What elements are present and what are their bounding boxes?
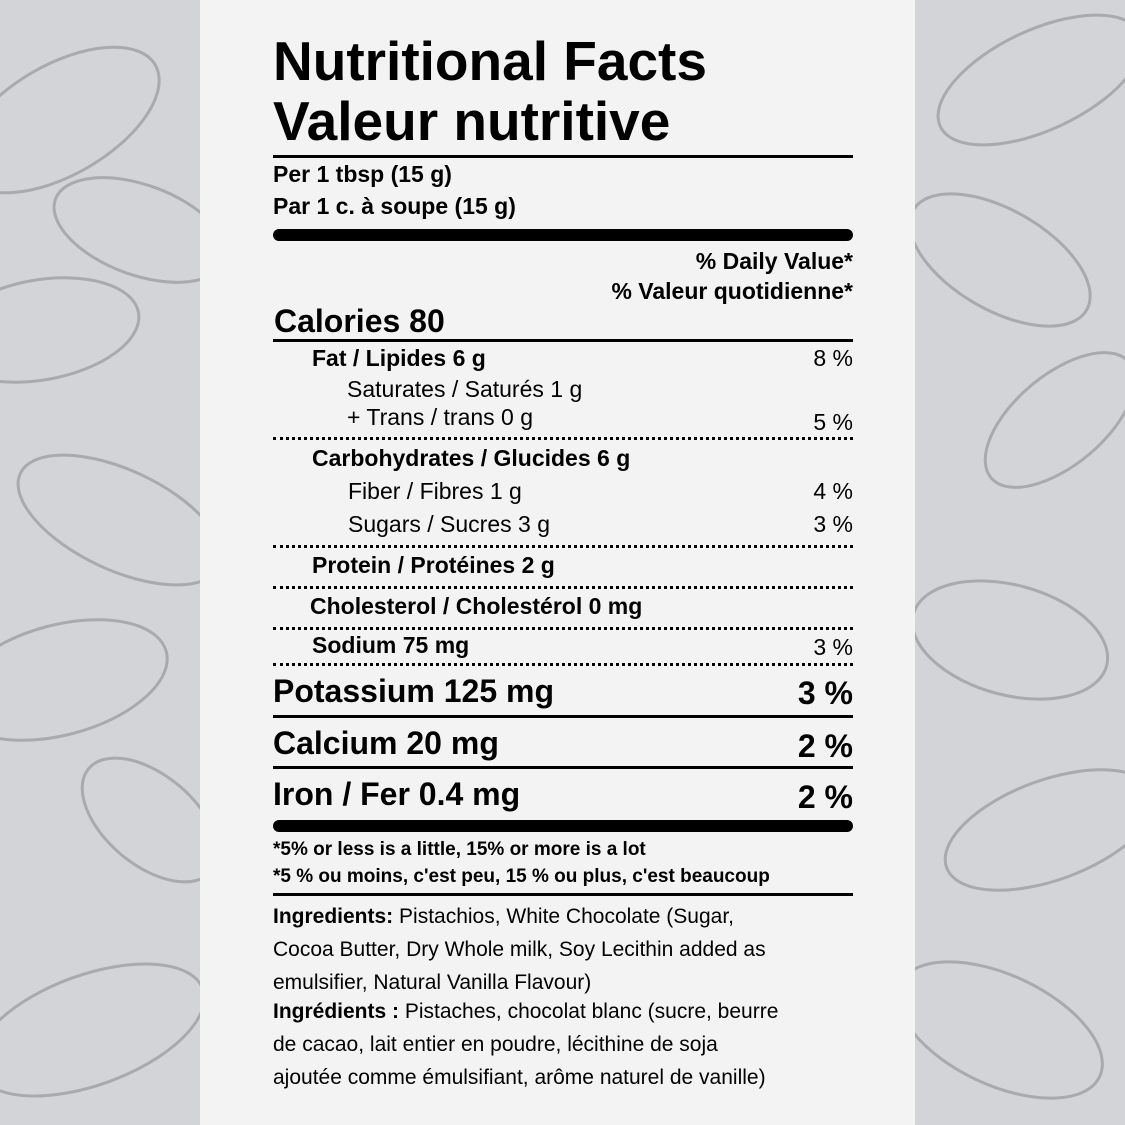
footnote-en: *5% or less is a little, 15% or more is … [273, 839, 646, 860]
thick-divider [273, 229, 853, 241]
title-en: Nutritional Facts [273, 30, 707, 92]
potassium-dv: 3 % [797, 675, 853, 711]
dotted-divider [273, 545, 853, 548]
divider [273, 155, 853, 158]
daily-value-fr: % Valeur quotidienne* [611, 278, 853, 304]
thick-divider [273, 820, 853, 832]
trans-label: + Trans / trans 0 g [347, 404, 534, 430]
title-fr: Valeur nutritive [273, 90, 671, 152]
serving-en: Per 1 tbsp (15 g) [273, 161, 452, 187]
calories: Calories 80 [274, 303, 445, 339]
ingredients-en-label: Ingredients: [273, 905, 394, 928]
sodium-label: Sodium 75 mg [312, 632, 470, 658]
calcium-label: Calcium 20 mg [273, 725, 499, 761]
divider [273, 715, 853, 718]
potassium-label: Potassium 125 mg [273, 673, 554, 709]
divider [273, 893, 853, 896]
divider [273, 766, 853, 769]
footnote-fr: *5 % ou moins, c'est peu, 15 % ou plus, … [273, 866, 770, 887]
fat-label: Fat / Lipides 6 g [312, 345, 486, 371]
iron-label: Iron / Fer 0.4 mg [273, 776, 521, 812]
divider [273, 339, 853, 342]
ingredients-fr-line: Ingrédients : Pistaches, chocolat blanc … [273, 1000, 779, 1023]
dotted-divider [273, 437, 853, 440]
serving-fr: Par 1 c. à soupe (15 g) [273, 193, 516, 219]
nutrition-label-panel [200, 0, 915, 1125]
sugars-dv: 3 % [813, 511, 853, 537]
ingredients-en-line: Cocoa Butter, Dry Whole milk, Soy Lecith… [273, 938, 766, 961]
iron-dv: 2 % [797, 779, 853, 815]
dotted-divider [273, 586, 853, 589]
ingredients-fr-line: ajoutée comme émulsifiant, arôme naturel… [273, 1066, 766, 1089]
calcium-dv: 2 % [797, 728, 853, 764]
carbs-label: Carbohydrates / Glucides 6 g [312, 445, 631, 471]
ingredients-en-line: Ingredients: Pistachios, White Chocolate… [273, 905, 735, 928]
saturates-label: Saturates / Saturés 1 g [347, 376, 583, 402]
fiber-dv: 4 % [813, 478, 853, 504]
ingredients-en-line: emulsifier, Natural Vanilla Flavour) [273, 971, 592, 994]
sat-trans-dv: 5 % [813, 409, 853, 435]
daily-value-en: % Daily Value* [695, 248, 853, 274]
fat-dv: 8 % [813, 345, 853, 371]
ingredients-fr-label: Ingrédients : [273, 1000, 400, 1023]
protein-label: Protein / Protéines 2 g [312, 552, 555, 578]
sugars-label: Sugars / Sucres 3 g [348, 511, 550, 537]
cholesterol-label: Cholesterol / Cholestérol 0 mg [310, 593, 643, 619]
sodium-dv: 3 % [813, 634, 853, 660]
dotted-divider [273, 663, 853, 666]
fiber-label: Fiber / Fibres 1 g [348, 478, 522, 504]
dotted-divider [273, 627, 853, 630]
ingredients-fr-line: de cacao, lait entier en poudre, lécithi… [273, 1033, 718, 1056]
